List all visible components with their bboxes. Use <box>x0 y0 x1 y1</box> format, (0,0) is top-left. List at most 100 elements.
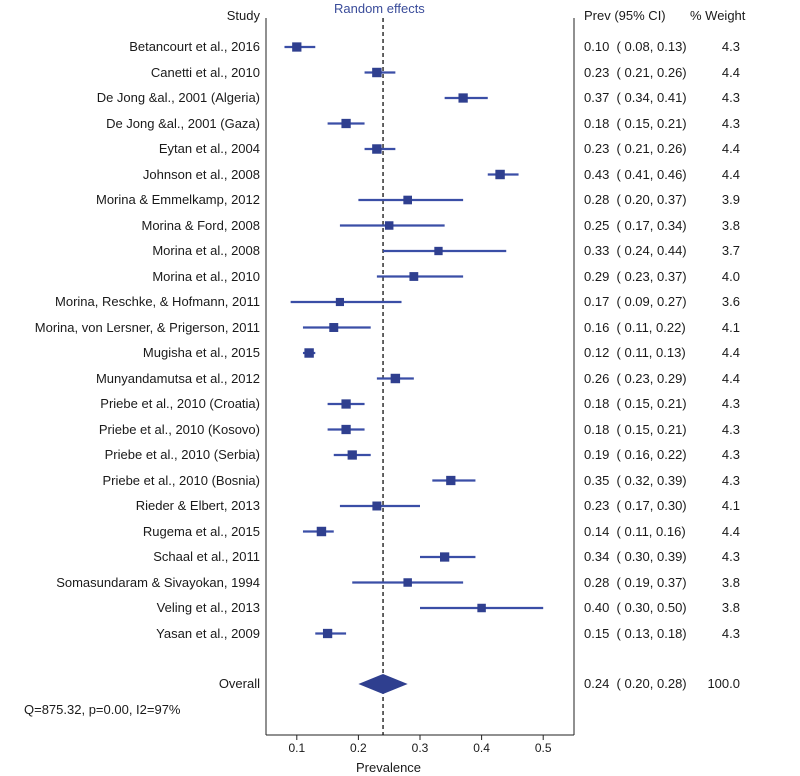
point-estimate-marker <box>372 144 382 154</box>
point-estimate-marker <box>446 475 456 486</box>
x-tick-label: 0.3 <box>412 741 429 755</box>
point-estimate-marker <box>304 348 314 358</box>
study-label: Mugisha et al., 2015 <box>142 345 260 360</box>
ci-value: 0.14 ( 0.11, 0.16) <box>584 523 686 539</box>
ci-value: 0.23 ( 0.21, 0.26) <box>584 141 687 156</box>
study-label: Morina, Reschke, & Hofmann, 2011 <box>55 294 260 309</box>
weight-value: 4.0 <box>721 268 740 284</box>
study-label: Eytan et al., 2004 <box>158 141 260 156</box>
study-label: Betancourt et al., 2016 <box>129 39 260 54</box>
point-estimate-marker <box>372 501 382 511</box>
ci-value: 0.40 ( 0.30, 0.50) <box>584 600 687 615</box>
point-estimate-marker <box>495 169 505 180</box>
point-estimate-marker <box>347 450 357 460</box>
overall-diamond <box>358 674 408 694</box>
point-estimate-marker <box>341 424 351 435</box>
weight-value: 4.3 <box>721 396 740 411</box>
ci-value: 0.19 ( 0.16, 0.22) <box>584 447 687 462</box>
point-estimate-marker <box>335 297 344 307</box>
overall-label: Overall <box>218 676 260 691</box>
point-estimate-marker <box>329 323 339 332</box>
ci-value: 0.26 ( 0.23, 0.29) <box>584 370 687 386</box>
x-tick-label: 0.5 <box>535 741 552 755</box>
weight-value: 4.4 <box>721 370 740 386</box>
weight-column-header: % Weight <box>690 8 746 23</box>
ci-value: 0.33 ( 0.24, 0.44) <box>584 243 687 258</box>
weight-value: 4.3 <box>721 447 740 462</box>
study-label: Johnson et al., 2008 <box>142 166 260 182</box>
ci-value: 0.10 ( 0.08, 0.13) <box>584 39 687 54</box>
ci-value: 0.35 ( 0.32, 0.39) <box>584 472 687 488</box>
study-label: Schaal et al., 2011 <box>153 549 260 564</box>
ci-value: 0.28 ( 0.19, 0.37) <box>584 574 687 590</box>
ci-value: 0.23 ( 0.17, 0.30) <box>584 498 687 513</box>
study-label: Morina et al., 2010 <box>152 268 260 284</box>
study-label: Priebe et al., 2010 (Bosnia) <box>102 472 260 488</box>
weight-value: 3.8 <box>721 600 740 615</box>
point-estimate-marker <box>372 67 382 78</box>
study-column-header: Study <box>226 8 260 23</box>
study-label: Priebe et al., 2010 (Serbia) <box>104 447 260 462</box>
ci-value: 0.18 ( 0.15, 0.21) <box>584 396 687 411</box>
point-estimate-marker <box>316 526 327 537</box>
study-label: Canetti et al., 2010 <box>150 64 260 80</box>
point-estimate-marker <box>440 552 450 562</box>
study-label: Rugema et al., 2015 <box>142 523 260 539</box>
point-estimate-marker <box>341 118 351 129</box>
point-estimate-marker <box>434 246 443 256</box>
ci-value: 0.17 ( 0.09, 0.27) <box>584 294 687 309</box>
weight-value: 4.4 <box>721 345 740 360</box>
ci-value: 0.37 ( 0.34, 0.41) <box>584 90 687 105</box>
study-label: Yasan et al., 2009 <box>156 625 260 641</box>
weight-value: 4.3 <box>721 90 740 105</box>
point-estimate-marker <box>384 221 394 230</box>
heterogeneity-stats: Q=875.32, p=0.00, I2=97% <box>24 702 181 717</box>
weight-value: 3.6 <box>721 294 740 309</box>
weight-value: 3.8 <box>721 574 740 590</box>
ci-value: 0.29 ( 0.23, 0.37) <box>584 268 687 284</box>
study-label: Morina & Emmelkamp, 2012 <box>95 192 260 207</box>
point-estimate-marker <box>322 628 333 639</box>
ci-value: 0.18 ( 0.15, 0.21) <box>584 421 687 437</box>
point-estimate-marker <box>477 603 486 613</box>
point-estimate-marker <box>458 93 468 103</box>
ci-column-header: Prev (95% CI) <box>584 8 666 23</box>
point-estimate-marker <box>403 578 412 587</box>
study-label: Morina & Ford, 2008 <box>141 217 260 233</box>
weight-value: 4.3 <box>721 625 740 641</box>
study-label: Munyandamutsa et al., 2012 <box>95 370 260 386</box>
overall-weight-value: 100.0 <box>707 676 740 691</box>
weight-value: 4.4 <box>721 166 740 182</box>
point-estimate-marker <box>292 42 302 52</box>
point-estimate-marker <box>409 272 419 281</box>
weight-value: 4.3 <box>721 39 740 54</box>
ci-value: 0.15 ( 0.13, 0.18) <box>584 625 687 641</box>
study-label: Morina, von Lersner, & Prigerson, 2011 <box>34 319 260 335</box>
point-estimate-marker <box>341 399 351 409</box>
x-tick-label: 0.2 <box>350 741 367 755</box>
x-axis-label: Prevalence <box>356 760 422 775</box>
point-estimate-marker <box>403 195 412 205</box>
ci-value: 0.28 ( 0.20, 0.37) <box>584 192 687 207</box>
ci-value: 0.25 ( 0.17, 0.34) <box>584 217 687 233</box>
weight-value: 4.1 <box>721 498 740 513</box>
point-estimate-marker <box>390 373 401 384</box>
weight-value: 4.4 <box>721 64 740 80</box>
weight-value: 3.7 <box>721 243 740 258</box>
ci-value: 0.12 ( 0.11, 0.13) <box>584 345 686 360</box>
study-label: Somasundaram & Sivayokan, 1994 <box>56 574 260 590</box>
ci-value: 0.23 ( 0.21, 0.26) <box>584 64 687 80</box>
chart-title: Random effects <box>334 1 425 16</box>
study-label: Priebe et al., 2010 (Kosovo) <box>98 421 260 437</box>
ci-value: 0.18 ( 0.15, 0.21) <box>584 115 687 131</box>
x-tick-label: 0.1 <box>288 741 305 755</box>
weight-value: 3.9 <box>721 192 740 207</box>
weight-value: 4.4 <box>721 141 740 156</box>
weight-value: 4.4 <box>721 523 740 539</box>
ci-value: 0.16 ( 0.11, 0.22) <box>584 319 686 335</box>
ci-value: 0.34 ( 0.30, 0.39) <box>584 549 687 564</box>
study-label: Rieder & Elbert, 2013 <box>135 498 260 513</box>
weight-value: 4.3 <box>721 115 740 131</box>
study-label: De Jong &al., 2001 (Algeria) <box>96 90 260 105</box>
